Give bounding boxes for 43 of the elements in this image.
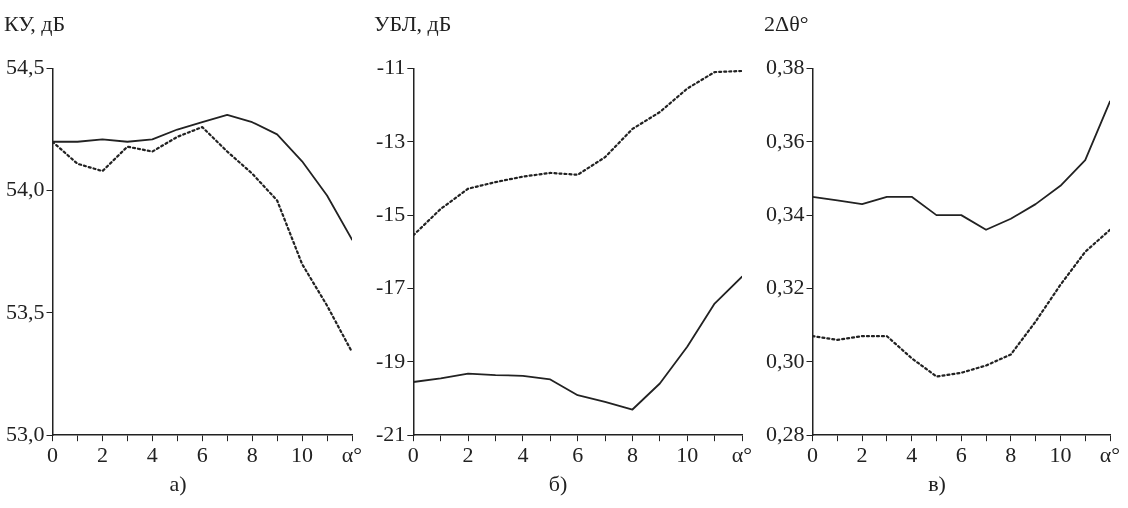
x-tick-label: 4 [906,442,918,468]
x-tick-label: 2 [462,442,474,468]
y-tick-label: -19 [376,347,406,373]
y-tick-label: -15 [376,200,406,226]
x-tick-label: 0 [47,442,58,468]
y-axis-title: 2Δθ° [764,10,809,36]
x-tick-label: 8 [1005,442,1017,468]
x-tick-label: 2 [856,442,868,468]
y-axis-title: УБЛ, дБ [374,10,452,36]
y-tick-label: 0,30 [766,347,805,373]
x-tick-label: 6 [196,442,208,468]
y-tick-label: 54,0 [6,176,45,202]
x-tick-label: 4 [146,442,158,468]
text: а) [169,470,187,496]
x-tick-label: α° [1099,442,1121,468]
y-tick-label: -13 [376,127,406,153]
x-tick-label: 10 [1049,442,1072,468]
x-tick-label: 6 [955,442,967,468]
x-tick-label: 2 [96,442,108,468]
y-tick-label: 54,5 [6,54,45,80]
x-tick-label: 0 [407,442,419,468]
x-tick-label: 4 [517,442,529,468]
x-tick-label: 10 [291,442,314,468]
y-tick-label: 0,28 [766,420,805,446]
y-tick-label: 53,0 [6,420,45,446]
text: в) [928,470,946,496]
x-tick-label: α° [731,442,753,468]
x-tick-label: 10 [676,442,699,468]
y-tick-label: 0,32 [766,274,805,300]
y-tick-label: 0,36 [766,127,805,153]
y-tick-label: -17 [376,274,406,300]
x-tick-label: 8 [626,442,638,468]
y-axis-title: КУ, дБ [4,10,66,36]
x-tick-label: α° [341,442,363,468]
y-tick-label: -11 [376,54,406,80]
x-tick-label: 8 [246,442,258,468]
y-tick-label: -21 [376,420,406,446]
y-tick-label: 53,5 [6,298,45,324]
y-tick-label: 0,34 [766,200,805,226]
x-tick-label: 0 [807,442,818,468]
text: б) [548,470,568,496]
x-tick-label: 6 [572,442,584,468]
y-tick-label: 0,38 [766,54,805,80]
